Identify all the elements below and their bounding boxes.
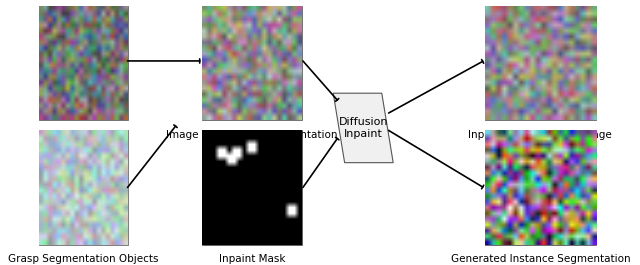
FancyBboxPatch shape [484, 6, 596, 121]
Text: Inpainted Generated Image: Inpainted Generated Image [468, 130, 612, 140]
FancyBboxPatch shape [484, 130, 596, 245]
Polygon shape [333, 93, 393, 163]
Text: Diffusion
Inpaint: Diffusion Inpaint [339, 117, 388, 139]
FancyBboxPatch shape [202, 6, 302, 121]
FancyBboxPatch shape [39, 6, 127, 121]
FancyBboxPatch shape [39, 130, 127, 245]
Text: Grasp Segmentation Objects: Grasp Segmentation Objects [8, 254, 159, 264]
Text: Generated Instance Segmentation: Generated Instance Segmentation [451, 254, 630, 264]
Text: Image Generation Augmentation: Image Generation Augmentation [166, 130, 337, 140]
Text: Inpaint Mask: Inpaint Mask [218, 254, 285, 264]
Text: Train Image: Train Image [52, 130, 114, 140]
FancyBboxPatch shape [202, 130, 302, 245]
